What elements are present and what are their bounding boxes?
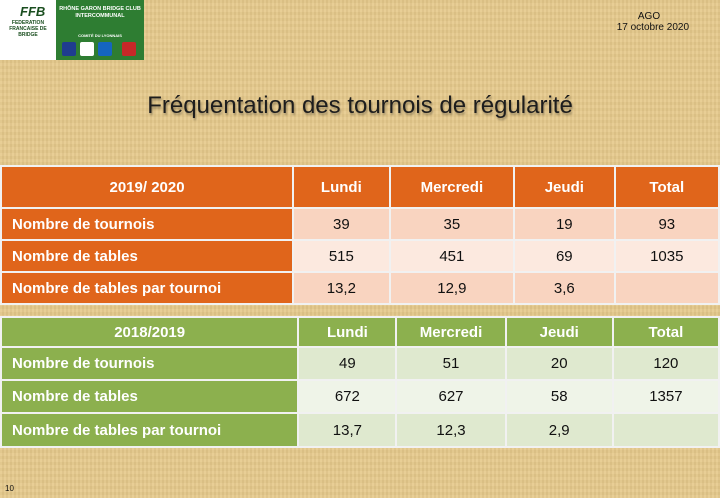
- table-cell: [613, 414, 718, 446]
- column-header: Jeudi: [515, 167, 614, 207]
- season-header: 2018/2019: [2, 318, 298, 346]
- table-cell: 20: [506, 348, 612, 379]
- crest-icon: [122, 42, 136, 56]
- table-header-row: 2018/2019 Lundi Mercredi Jeudi Total: [2, 318, 718, 346]
- table-cell: 39: [294, 209, 389, 239]
- table-cell: 1357: [613, 381, 718, 412]
- table-cell: 451: [390, 241, 514, 271]
- event-date: 17 octobre 2020: [616, 22, 689, 33]
- club-name: RHÔNE GARON BRIDGE CLUB INTERCOMMUNAL: [59, 6, 141, 19]
- table-header-row: 2019/ 2020 Lundi Mercredi Jeudi Total: [2, 167, 718, 207]
- row-label: Nombre de tables: [2, 381, 298, 412]
- table-cell: 58: [506, 381, 612, 412]
- table-row: Nombre de tables par tournoi 13,2 12,9 3…: [2, 273, 718, 303]
- table-cell: 13,7: [299, 414, 396, 446]
- table-cell: 3,6: [515, 273, 614, 303]
- column-header: Total: [615, 167, 718, 207]
- table-row: Nombre de tournois 49 51 20 120: [2, 348, 718, 379]
- crest-icon: [98, 42, 112, 56]
- logo-banner: FFB FEDERATION FRANCAISE DE BRIDGE RHÔNE…: [0, 0, 144, 60]
- table-row: Nombre de tournois 39 35 19 93: [2, 209, 718, 239]
- crest-icon: [80, 42, 94, 56]
- table-row: Nombre de tables par tournoi 13,7 12,3 2…: [2, 414, 718, 446]
- table-row: Nombre de tables 672 627 58 1357: [2, 381, 718, 412]
- crest-icon: [62, 42, 76, 56]
- stats-table-2018-2019: 2018/2019 Lundi Mercredi Jeudi Total Nom…: [0, 316, 720, 448]
- row-label: Nombre de tournois: [2, 209, 293, 239]
- table-cell: 12,9: [390, 273, 514, 303]
- ffb-logo-subtitle: FEDERATION FRANCAISE DE BRIDGE: [9, 20, 47, 38]
- column-header: Total: [613, 318, 718, 346]
- row-label: Nombre de tables: [2, 241, 293, 271]
- row-label: Nombre de tournois: [2, 348, 298, 379]
- table-cell: 627: [397, 381, 505, 412]
- table-cell: 1035: [615, 241, 718, 271]
- column-header: Jeudi: [506, 318, 612, 346]
- stats-table-2019-2020: 2019/ 2020 Lundi Mercredi Jeudi Total No…: [0, 165, 720, 305]
- table-row: Nombre de tables 515 451 69 1035: [2, 241, 718, 271]
- table-cell: 2,9: [506, 414, 612, 446]
- table-cell: 49: [299, 348, 396, 379]
- event-name: AGO: [637, 11, 661, 22]
- club-subtitle: COMITÉ DU LYONNAIS: [78, 33, 122, 38]
- table-cell: 69: [515, 241, 614, 271]
- header-meta: AGO 17 octobre 2020: [569, 11, 689, 33]
- page-number: 10: [5, 484, 14, 493]
- ffb-logo: FFB FEDERATION FRANCAISE DE BRIDGE: [0, 0, 56, 60]
- table-cell: 12,3: [397, 414, 505, 446]
- table-cell: 13,2: [294, 273, 389, 303]
- column-header: Mercredi: [390, 167, 514, 207]
- table-cell: 515: [294, 241, 389, 271]
- ffb-logo-text: FFB: [20, 4, 46, 19]
- table-cell: 93: [615, 209, 718, 239]
- table-cell: 35: [390, 209, 514, 239]
- season-header: 2019/ 2020: [2, 167, 293, 207]
- table-cell: 672: [299, 381, 396, 412]
- table-cell: 19: [515, 209, 614, 239]
- table-cell: 51: [397, 348, 505, 379]
- column-header: Lundi: [294, 167, 389, 207]
- row-label: Nombre de tables par tournoi: [2, 414, 298, 446]
- row-label: Nombre de tables par tournoi: [2, 273, 293, 303]
- table-cell: 120: [613, 348, 718, 379]
- column-header: Mercredi: [397, 318, 505, 346]
- column-header: Lundi: [299, 318, 396, 346]
- table-cell: [615, 273, 718, 303]
- page-title: Fréquentation des tournois de régularité: [147, 92, 573, 119]
